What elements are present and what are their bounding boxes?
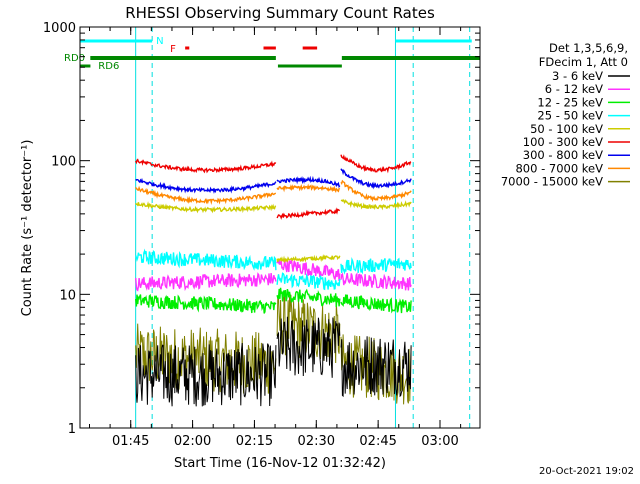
y-axis-label: Count Rate (s⁻¹ detector⁻¹) xyxy=(20,140,35,317)
series-line-3-6-kev-seg-2 xyxy=(276,316,341,378)
series-line-100-300-kev-seg-3 xyxy=(340,154,412,174)
series-line-3-6-kev-seg-3 xyxy=(340,336,412,398)
rd6-flag-label: RD6 xyxy=(98,61,119,72)
series-line-25-50-kev-seg-3 xyxy=(340,256,412,275)
series-line-6-12-kev-seg-1 xyxy=(135,272,277,292)
rd0-flag-label: RD0 xyxy=(64,53,85,64)
data-layer xyxy=(135,27,471,428)
x-tick-label: 02:45 xyxy=(359,434,396,449)
generated-timestamp: 20-Oct-2021 19:02 xyxy=(539,466,634,477)
legend-entry-label: 50 - 100 keV xyxy=(530,122,603,136)
y-tick-label: 10 xyxy=(59,288,76,303)
x-tick-label: 02:30 xyxy=(298,434,335,449)
series-line-800-7000-kev-seg-2 xyxy=(276,183,341,194)
flags-layer: NF RD0 RD6 xyxy=(64,36,480,72)
legend-entry-label: 800 - 7000 keV xyxy=(515,161,603,175)
x-tick-label: 01:45 xyxy=(112,434,149,449)
series-line-12-25-kev-seg-3 xyxy=(340,294,412,314)
series-line-12-25-kev-seg-1 xyxy=(135,293,277,314)
chart-title: RHESSI Observing Summary Count Rates xyxy=(125,4,435,22)
y-tick-label: 1000 xyxy=(43,21,76,36)
x-tick-label: 02:15 xyxy=(236,434,273,449)
series-line-100-300-kev-seg-1 xyxy=(135,158,277,174)
legend-entry-label: 3 - 6 keV xyxy=(552,69,603,83)
night-flag-label: N xyxy=(156,36,163,47)
series-line-6-12-kev-seg-3 xyxy=(340,272,412,291)
series-line-12-25-kev-seg-2 xyxy=(276,287,341,308)
series-line-25-50-kev-seg-1 xyxy=(135,248,277,271)
series-line-800-7000-kev-seg-3 xyxy=(340,179,412,203)
series-line-25-50-kev-seg-2 xyxy=(276,272,341,291)
legend-entry-label: 300 - 800 keV xyxy=(523,148,603,162)
series-line-300-800-kev-seg-1 xyxy=(135,177,277,194)
legend-entry-label: 6 - 12 keV xyxy=(545,82,603,96)
series-line-300-800-kev-seg-2 xyxy=(276,175,341,189)
x-tick-label: 03:00 xyxy=(421,434,458,449)
y-tick-label: 1 xyxy=(68,422,76,437)
x-tick-label: 02:00 xyxy=(174,434,211,449)
series-line-800-7000-kev-seg-1 xyxy=(135,185,276,205)
ticks-layer: 01:45 02:00 02:15 02:30 02:45 03:00 1 10 100 1000 xyxy=(43,21,480,449)
legend-entry-label: 7000 - 15000 keV xyxy=(501,175,603,189)
series-line-300-800-kev-seg-3 xyxy=(340,168,412,190)
legend-entry-label: 25 - 50 keV xyxy=(537,109,603,123)
flare-flag-label: F xyxy=(170,44,176,55)
series-line-100-300-kev-seg-2 xyxy=(276,207,340,220)
legend-entry-label: 12 - 25 keV xyxy=(537,95,603,109)
legend-header-line-2: FDecim 1, Att 0 xyxy=(539,55,628,69)
series-line-3-6-kev-seg-1 xyxy=(135,342,277,407)
series-line-50-100-kev-seg-2 xyxy=(276,254,341,264)
legend-header-line-1: Det 1,3,5,6,9, xyxy=(549,41,628,55)
series-line-50-100-kev-seg-1 xyxy=(135,201,277,214)
plot-frame xyxy=(79,26,481,429)
series-line-50-100-kev-seg-3 xyxy=(340,198,412,211)
y-tick-label: 100 xyxy=(51,155,76,170)
legend: Det 1,3,5,6,9, FDecim 1, Att 0 3 - 6 keV… xyxy=(501,41,630,189)
legend-entry-label: 100 - 300 keV xyxy=(523,135,603,149)
x-axis-label: Start Time (16-Nov-12 01:32:42) xyxy=(174,456,386,471)
